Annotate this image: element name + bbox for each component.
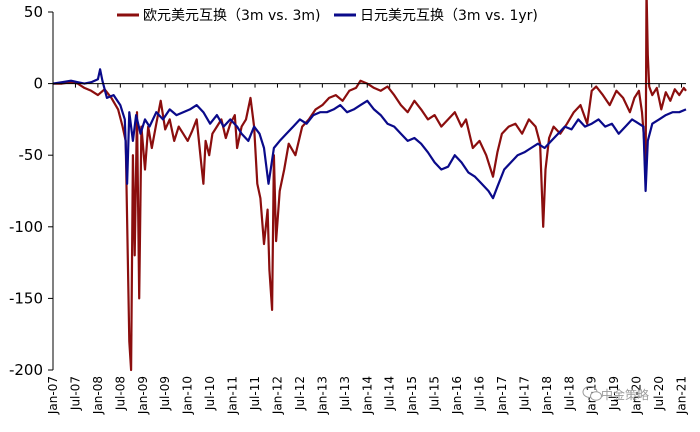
x-tick-label: Jul-17 xyxy=(517,376,531,411)
watermark: 中金策略 xyxy=(582,386,649,402)
x-tick-label: Jan-12 xyxy=(270,376,284,415)
legend-label: 欧元美元互换（3m vs. 3m) xyxy=(143,7,320,24)
x-tick-label: Jul-13 xyxy=(338,376,352,411)
y-tick-label: 0 xyxy=(33,75,43,93)
x-tick-label: Jul-07 xyxy=(68,376,82,411)
x-tick-label: Jan-17 xyxy=(495,376,509,415)
x-tick-label: Jan-16 xyxy=(450,376,464,415)
x-tick-label: Jan-18 xyxy=(540,376,554,415)
x-tick-label: Jul-14 xyxy=(383,376,397,411)
x-tick-label: Jan-14 xyxy=(360,376,374,415)
x-tick-label: Jan-07 xyxy=(46,376,60,415)
x-tick-label: Jan-10 xyxy=(181,376,195,415)
y-tick-label: -100 xyxy=(9,218,43,236)
y-tick-label: 50 xyxy=(24,3,43,21)
watermark-text: 中金策略 xyxy=(601,387,649,402)
x-tick-label: Jul-10 xyxy=(203,376,217,411)
x-tick-label: Jan-15 xyxy=(405,376,419,415)
y-tick-label: -200 xyxy=(9,361,43,379)
y-tick-label: -50 xyxy=(19,146,44,164)
x-tick-label: Jan-11 xyxy=(226,376,240,415)
plot-area xyxy=(52,0,687,372)
x-tick-label: Jan-20 xyxy=(630,376,644,415)
x-tick-label: Jan-09 xyxy=(136,376,150,415)
x-tick-label: Jul-19 xyxy=(607,376,621,411)
x-tick-label: Jul-11 xyxy=(248,376,262,411)
x-tick-label: Jul-08 xyxy=(113,376,127,411)
wechat-icon xyxy=(582,386,602,401)
x-tick-label: Jul-09 xyxy=(158,376,172,411)
x-tick-label: Jul-18 xyxy=(562,376,576,411)
legend-label: 日元美元互换（3m vs. 1yr) xyxy=(360,7,538,24)
series-line-jpy-usd xyxy=(52,68,687,200)
x-tick-label: Jan-13 xyxy=(315,376,329,415)
x-tick-label: Jul-16 xyxy=(472,376,486,411)
series-line-eur-usd xyxy=(53,0,687,372)
x-tick-label: Jan-21 xyxy=(675,376,689,415)
x-tick-label: Jul-12 xyxy=(293,376,307,411)
x-tick-label: Jul-20 xyxy=(652,376,666,411)
x-tick-label: Jan-08 xyxy=(91,376,105,415)
y-tick-label: -150 xyxy=(9,289,43,307)
x-tick-label: Jul-15 xyxy=(428,376,442,411)
legend: 欧元美元互换（3m vs. 3m) 日元美元互换（3m vs. 1yr) xyxy=(117,7,538,24)
